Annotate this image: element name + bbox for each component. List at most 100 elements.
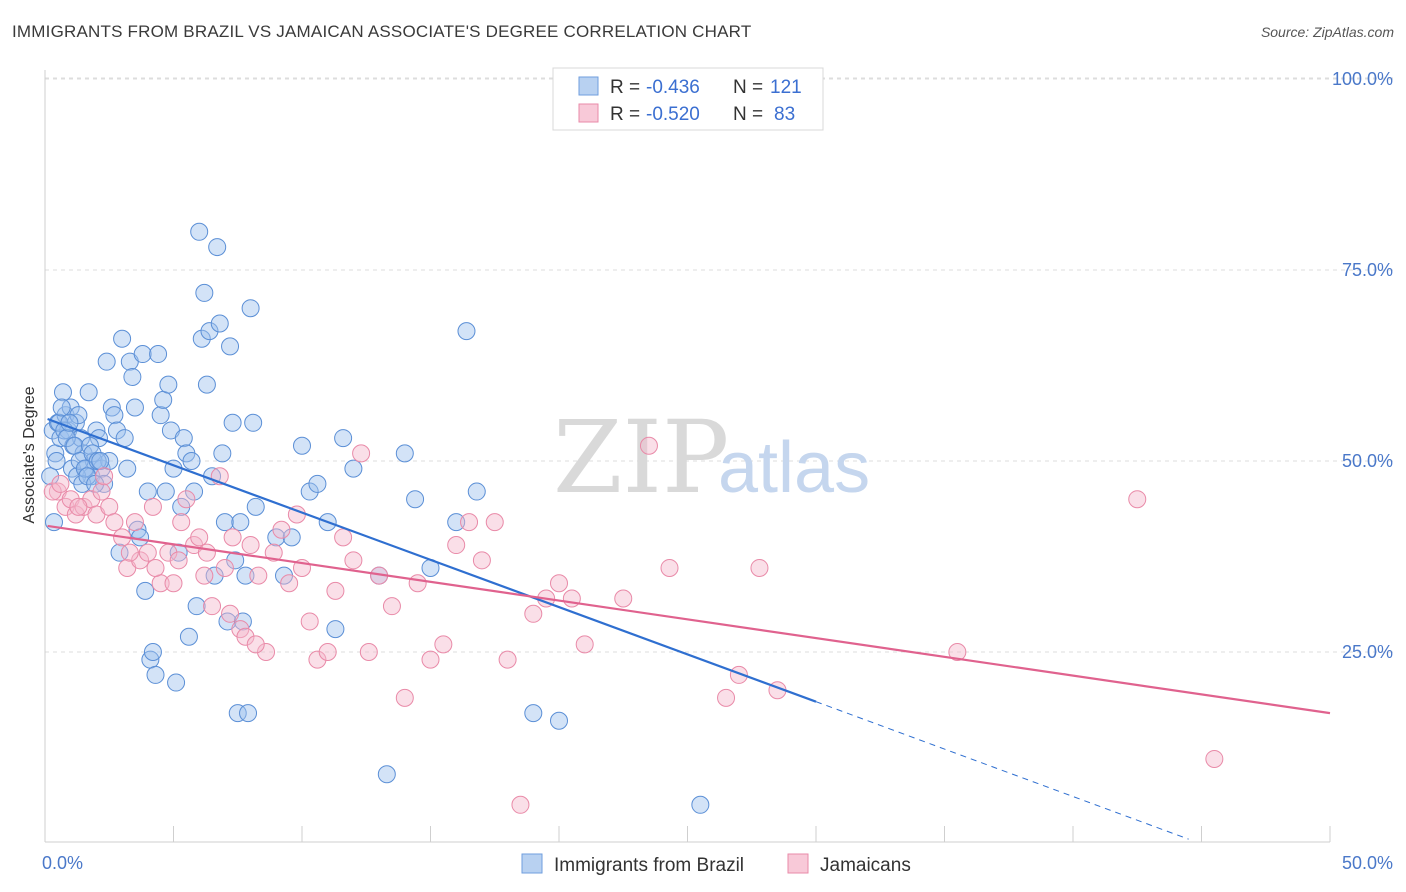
jamaicans-point xyxy=(257,643,276,661)
brazil-point xyxy=(377,765,396,784)
brazil-point xyxy=(125,398,144,417)
brazil-point xyxy=(146,665,165,684)
brazil-point xyxy=(113,329,132,348)
jamaicans-point xyxy=(221,604,240,623)
brazil-point xyxy=(149,345,168,364)
brazil-point xyxy=(79,383,98,402)
brazil-point xyxy=(118,459,137,478)
brazil-point xyxy=(239,704,258,723)
brazil-point xyxy=(133,345,152,364)
brazil-point xyxy=(226,551,245,570)
jamaicans-point xyxy=(352,444,371,463)
jamaicans-point xyxy=(105,513,124,532)
brazil-point xyxy=(282,528,301,547)
series-jamaicans-points xyxy=(43,436,1224,814)
legend-n-label: N = xyxy=(733,104,763,125)
watermark: ZIP atlas xyxy=(553,399,870,516)
brazil-point xyxy=(200,322,219,341)
bottom-legend-label-brazil: Immigrants from Brazil xyxy=(554,855,744,876)
brazil-point xyxy=(197,375,216,394)
brazil-point xyxy=(179,627,198,646)
bottom-legend: Immigrants from Brazil Jamaicans xyxy=(521,853,911,876)
jamaicans-point xyxy=(1128,490,1147,509)
brazil-point xyxy=(213,444,232,463)
brazil-point xyxy=(52,398,71,417)
brazil-point xyxy=(223,413,242,432)
jamaicans-point xyxy=(172,513,191,532)
jamaicans-point xyxy=(164,574,183,593)
brazil-point xyxy=(86,474,105,493)
jamaicans-point xyxy=(382,597,401,616)
jamaicans-point xyxy=(272,520,291,539)
brazil-point xyxy=(110,543,129,562)
y-tick-label: 100.0% xyxy=(1332,69,1393,89)
jamaicans-point xyxy=(524,604,543,623)
jamaicans-point xyxy=(948,643,967,661)
bottom-legend-label-jamaicans: Jamaicans xyxy=(820,855,911,876)
jamaicans-point xyxy=(660,558,679,577)
jamaicans-point xyxy=(236,627,255,646)
x-tick-labels: 0.0% 50.0% xyxy=(42,853,1393,873)
brazil-point xyxy=(69,406,88,425)
source-credit: Source: ZipAtlas.com xyxy=(1260,24,1394,40)
brazil-point xyxy=(156,482,175,501)
brazil-point xyxy=(457,322,476,341)
brazil-point xyxy=(91,452,110,470)
legend-r-label: R = xyxy=(610,77,640,98)
jamaicans-point xyxy=(190,528,209,547)
jamaicans-point xyxy=(280,574,299,593)
jamaicans-point xyxy=(308,650,327,669)
brazil-point xyxy=(467,482,486,501)
jamaicans-point xyxy=(614,589,633,608)
brazil-point xyxy=(136,581,155,600)
jamaicans-point xyxy=(264,543,283,562)
brazil-point xyxy=(123,367,142,386)
jamaicans-point xyxy=(717,688,736,707)
brazil-point xyxy=(293,436,311,455)
jamaicans-point xyxy=(146,558,165,577)
brazil-point xyxy=(53,383,72,402)
jamaicans-trend-line xyxy=(47,524,1331,715)
legend-swatch-brazil xyxy=(578,76,599,96)
jamaicans-point xyxy=(169,551,188,570)
brazil-point xyxy=(406,490,425,509)
jamaicans-point xyxy=(100,497,119,516)
x-tick-label: 0.0% xyxy=(42,853,83,873)
brazil-point xyxy=(105,406,124,425)
brazil-point xyxy=(138,482,157,501)
brazil-point xyxy=(246,497,265,516)
jamaicans-point xyxy=(215,558,234,577)
brazil-point xyxy=(65,436,84,455)
brazil-point xyxy=(154,390,173,409)
legend-r-label: R = xyxy=(610,104,640,125)
jamaicans-point xyxy=(575,635,594,654)
jamaicans-point xyxy=(750,558,769,577)
jamaicans-point xyxy=(300,612,319,631)
jamaicans-point xyxy=(203,597,222,616)
axes xyxy=(44,70,1331,843)
brazil-point xyxy=(187,597,206,616)
brazil-point xyxy=(97,352,116,371)
jamaicans-point xyxy=(197,543,216,562)
brazil-point xyxy=(208,238,227,257)
gridlines xyxy=(45,77,1395,653)
brazil-point xyxy=(236,566,255,585)
brazil-point xyxy=(326,620,345,639)
jamaicans-point xyxy=(472,551,491,570)
brazil-point xyxy=(47,452,66,470)
jamaicans-point xyxy=(460,513,479,532)
jamaicans-point xyxy=(92,482,111,501)
trend-lines xyxy=(47,417,1331,840)
jamaicans-point xyxy=(326,581,345,600)
brazil-point xyxy=(691,795,710,814)
brazil-point xyxy=(334,429,353,448)
brazil-point xyxy=(57,429,76,448)
jamaicans-point xyxy=(447,536,466,555)
brazil-point xyxy=(228,704,247,723)
jamaicans-point xyxy=(51,474,70,493)
jamaicans-point xyxy=(334,528,353,547)
jamaicans-point xyxy=(639,436,658,455)
jamaicans-point xyxy=(421,650,440,669)
jamaicans-point xyxy=(395,688,414,707)
